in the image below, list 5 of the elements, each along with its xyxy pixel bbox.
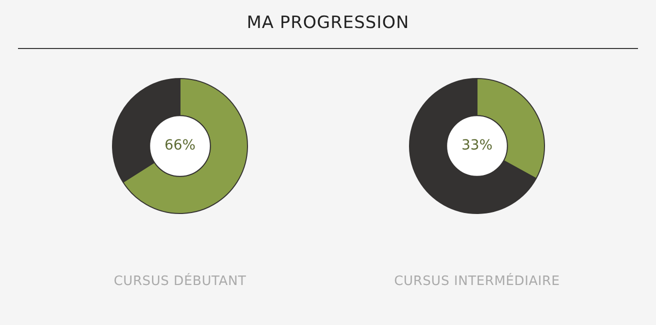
text: CURSUS DÉBUTANT xyxy=(112,274,248,289)
text: 66% xyxy=(164,138,196,154)
text: 33% xyxy=(461,138,493,154)
text: MA PROGRESSION xyxy=(18,8,638,49)
text: CURSUS INTERMÉDIAIRE xyxy=(393,274,561,289)
